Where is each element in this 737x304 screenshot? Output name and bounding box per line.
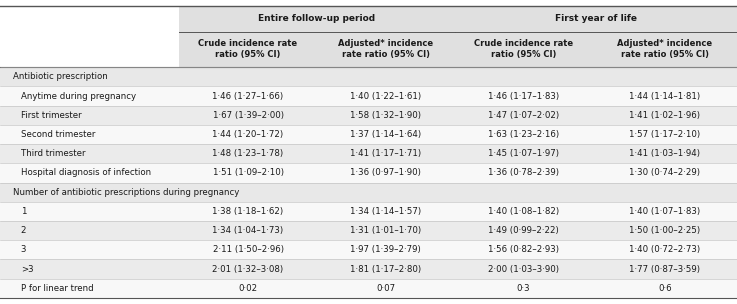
Text: 0·3: 0·3 <box>517 284 531 293</box>
Bar <box>0 182 737 202</box>
Text: Antibiotic prescription: Antibiotic prescription <box>13 72 108 81</box>
Text: 0·6: 0·6 <box>658 284 671 293</box>
Text: 0·02: 0·02 <box>239 284 257 293</box>
Text: Hospital diagnosis of infection: Hospital diagnosis of infection <box>21 168 151 178</box>
Text: >3: >3 <box>21 264 33 274</box>
Bar <box>0 125 737 144</box>
Text: 1·77 (0·87–3·59): 1·77 (0·87–3·59) <box>629 264 700 274</box>
Bar <box>0 67 737 86</box>
Text: 1·47 (1·07–2·02): 1·47 (1·07–2·02) <box>488 111 559 120</box>
Bar <box>0 86 737 105</box>
Text: 3: 3 <box>21 245 26 254</box>
Bar <box>0 221 737 240</box>
Text: 1·67 (1·39–2·00): 1·67 (1·39–2·00) <box>212 111 284 120</box>
Text: 1·48 (1·23–1·78): 1·48 (1·23–1·78) <box>212 149 284 158</box>
Bar <box>0 202 737 221</box>
Bar <box>0 32 179 67</box>
Text: Anytime during pregnancy: Anytime during pregnancy <box>21 92 136 101</box>
Text: 1·37 (1·14–1·64): 1·37 (1·14–1·64) <box>350 130 422 139</box>
Text: Crude incidence rate
ratio (95% CI): Crude incidence rate ratio (95% CI) <box>198 40 298 59</box>
Text: P for linear trend: P for linear trend <box>21 284 94 293</box>
Bar <box>179 32 737 67</box>
Text: 1·58 (1·32–1·90): 1·58 (1·32–1·90) <box>350 111 422 120</box>
Text: 1·36 (0·78–2·39): 1·36 (0·78–2·39) <box>488 168 559 178</box>
Text: 1·40 (1·07–1·83): 1·40 (1·07–1·83) <box>629 207 700 216</box>
Text: Third trimester: Third trimester <box>21 149 85 158</box>
Text: 1·31 (1·01–1·70): 1·31 (1·01–1·70) <box>350 226 422 235</box>
Text: 1·38 (1·18–1·62): 1·38 (1·18–1·62) <box>212 207 284 216</box>
Text: 1·34 (1·14–1·57): 1·34 (1·14–1·57) <box>350 207 422 216</box>
Text: 1·49 (0·99–2·22): 1·49 (0·99–2·22) <box>489 226 559 235</box>
Text: Second trimester: Second trimester <box>21 130 95 139</box>
Bar <box>0 144 737 163</box>
Bar <box>0 105 737 125</box>
Text: 1·45 (1·07–1·97): 1·45 (1·07–1·97) <box>488 149 559 158</box>
Text: 1·81 (1·17–2·80): 1·81 (1·17–2·80) <box>350 264 422 274</box>
Bar <box>0 279 737 298</box>
Text: 0·07: 0·07 <box>377 284 395 293</box>
Text: 1·46 (1·17–1·83): 1·46 (1·17–1·83) <box>488 92 559 101</box>
Text: 2·00 (1·03–3·90): 2·00 (1·03–3·90) <box>488 264 559 274</box>
Text: 1·40 (0·72–2·73): 1·40 (0·72–2·73) <box>629 245 700 254</box>
Text: 1·63 (1·23–2·16): 1·63 (1·23–2·16) <box>488 130 559 139</box>
Text: 1·41 (1·02–1·96): 1·41 (1·02–1·96) <box>629 111 700 120</box>
Bar <box>179 6 737 32</box>
Text: Entire follow-up period: Entire follow-up period <box>259 14 375 23</box>
Text: 1·46 (1·27–1·66): 1·46 (1·27–1·66) <box>212 92 284 101</box>
Text: 1·44 (1·14–1·81): 1·44 (1·14–1·81) <box>629 92 700 101</box>
Text: 1·97 (1·39–2·79): 1·97 (1·39–2·79) <box>351 245 421 254</box>
Bar <box>0 259 737 279</box>
Text: 1·50 (1·00–2·25): 1·50 (1·00–2·25) <box>629 226 700 235</box>
Text: 1·41 (1·03–1·94): 1·41 (1·03–1·94) <box>629 149 700 158</box>
Bar <box>0 163 737 182</box>
Text: 2: 2 <box>21 226 26 235</box>
Bar <box>0 240 737 259</box>
Text: 1·40 (1·08–1·82): 1·40 (1·08–1·82) <box>488 207 559 216</box>
Text: 1·44 (1·20–1·72): 1·44 (1·20–1·72) <box>212 130 284 139</box>
Text: 1·41 (1·17–1·71): 1·41 (1·17–1·71) <box>350 149 422 158</box>
Text: 1: 1 <box>21 207 26 216</box>
Text: Number of antibiotic prescriptions during pregnancy: Number of antibiotic prescriptions durin… <box>13 188 240 197</box>
Bar <box>0 6 179 32</box>
Text: 1·56 (0·82–2·93): 1·56 (0·82–2·93) <box>488 245 559 254</box>
Text: 1·40 (1·22–1·61): 1·40 (1·22–1·61) <box>350 92 422 101</box>
Text: First trimester: First trimester <box>21 111 81 120</box>
Text: 1·34 (1·04–1·73): 1·34 (1·04–1·73) <box>212 226 284 235</box>
Text: Crude incidence rate
ratio (95% CI): Crude incidence rate ratio (95% CI) <box>474 40 573 59</box>
Text: Adjusted* incidence
rate ratio (95% CI): Adjusted* incidence rate ratio (95% CI) <box>338 40 433 59</box>
Text: Adjusted* incidence
rate ratio (95% CI): Adjusted* incidence rate ratio (95% CI) <box>617 40 713 59</box>
Text: 1·36 (0·97–1·90): 1·36 (0·97–1·90) <box>350 168 422 178</box>
Text: 1·51 (1·09–2·10): 1·51 (1·09–2·10) <box>212 168 284 178</box>
Text: 2·01 (1·32–3·08): 2·01 (1·32–3·08) <box>212 264 284 274</box>
Text: 2·11 (1·50–2·96): 2·11 (1·50–2·96) <box>212 245 284 254</box>
Text: 1·57 (1·17–2·10): 1·57 (1·17–2·10) <box>629 130 700 139</box>
Text: First year of life: First year of life <box>555 14 637 23</box>
Text: 1·30 (0·74–2·29): 1·30 (0·74–2·29) <box>629 168 700 178</box>
